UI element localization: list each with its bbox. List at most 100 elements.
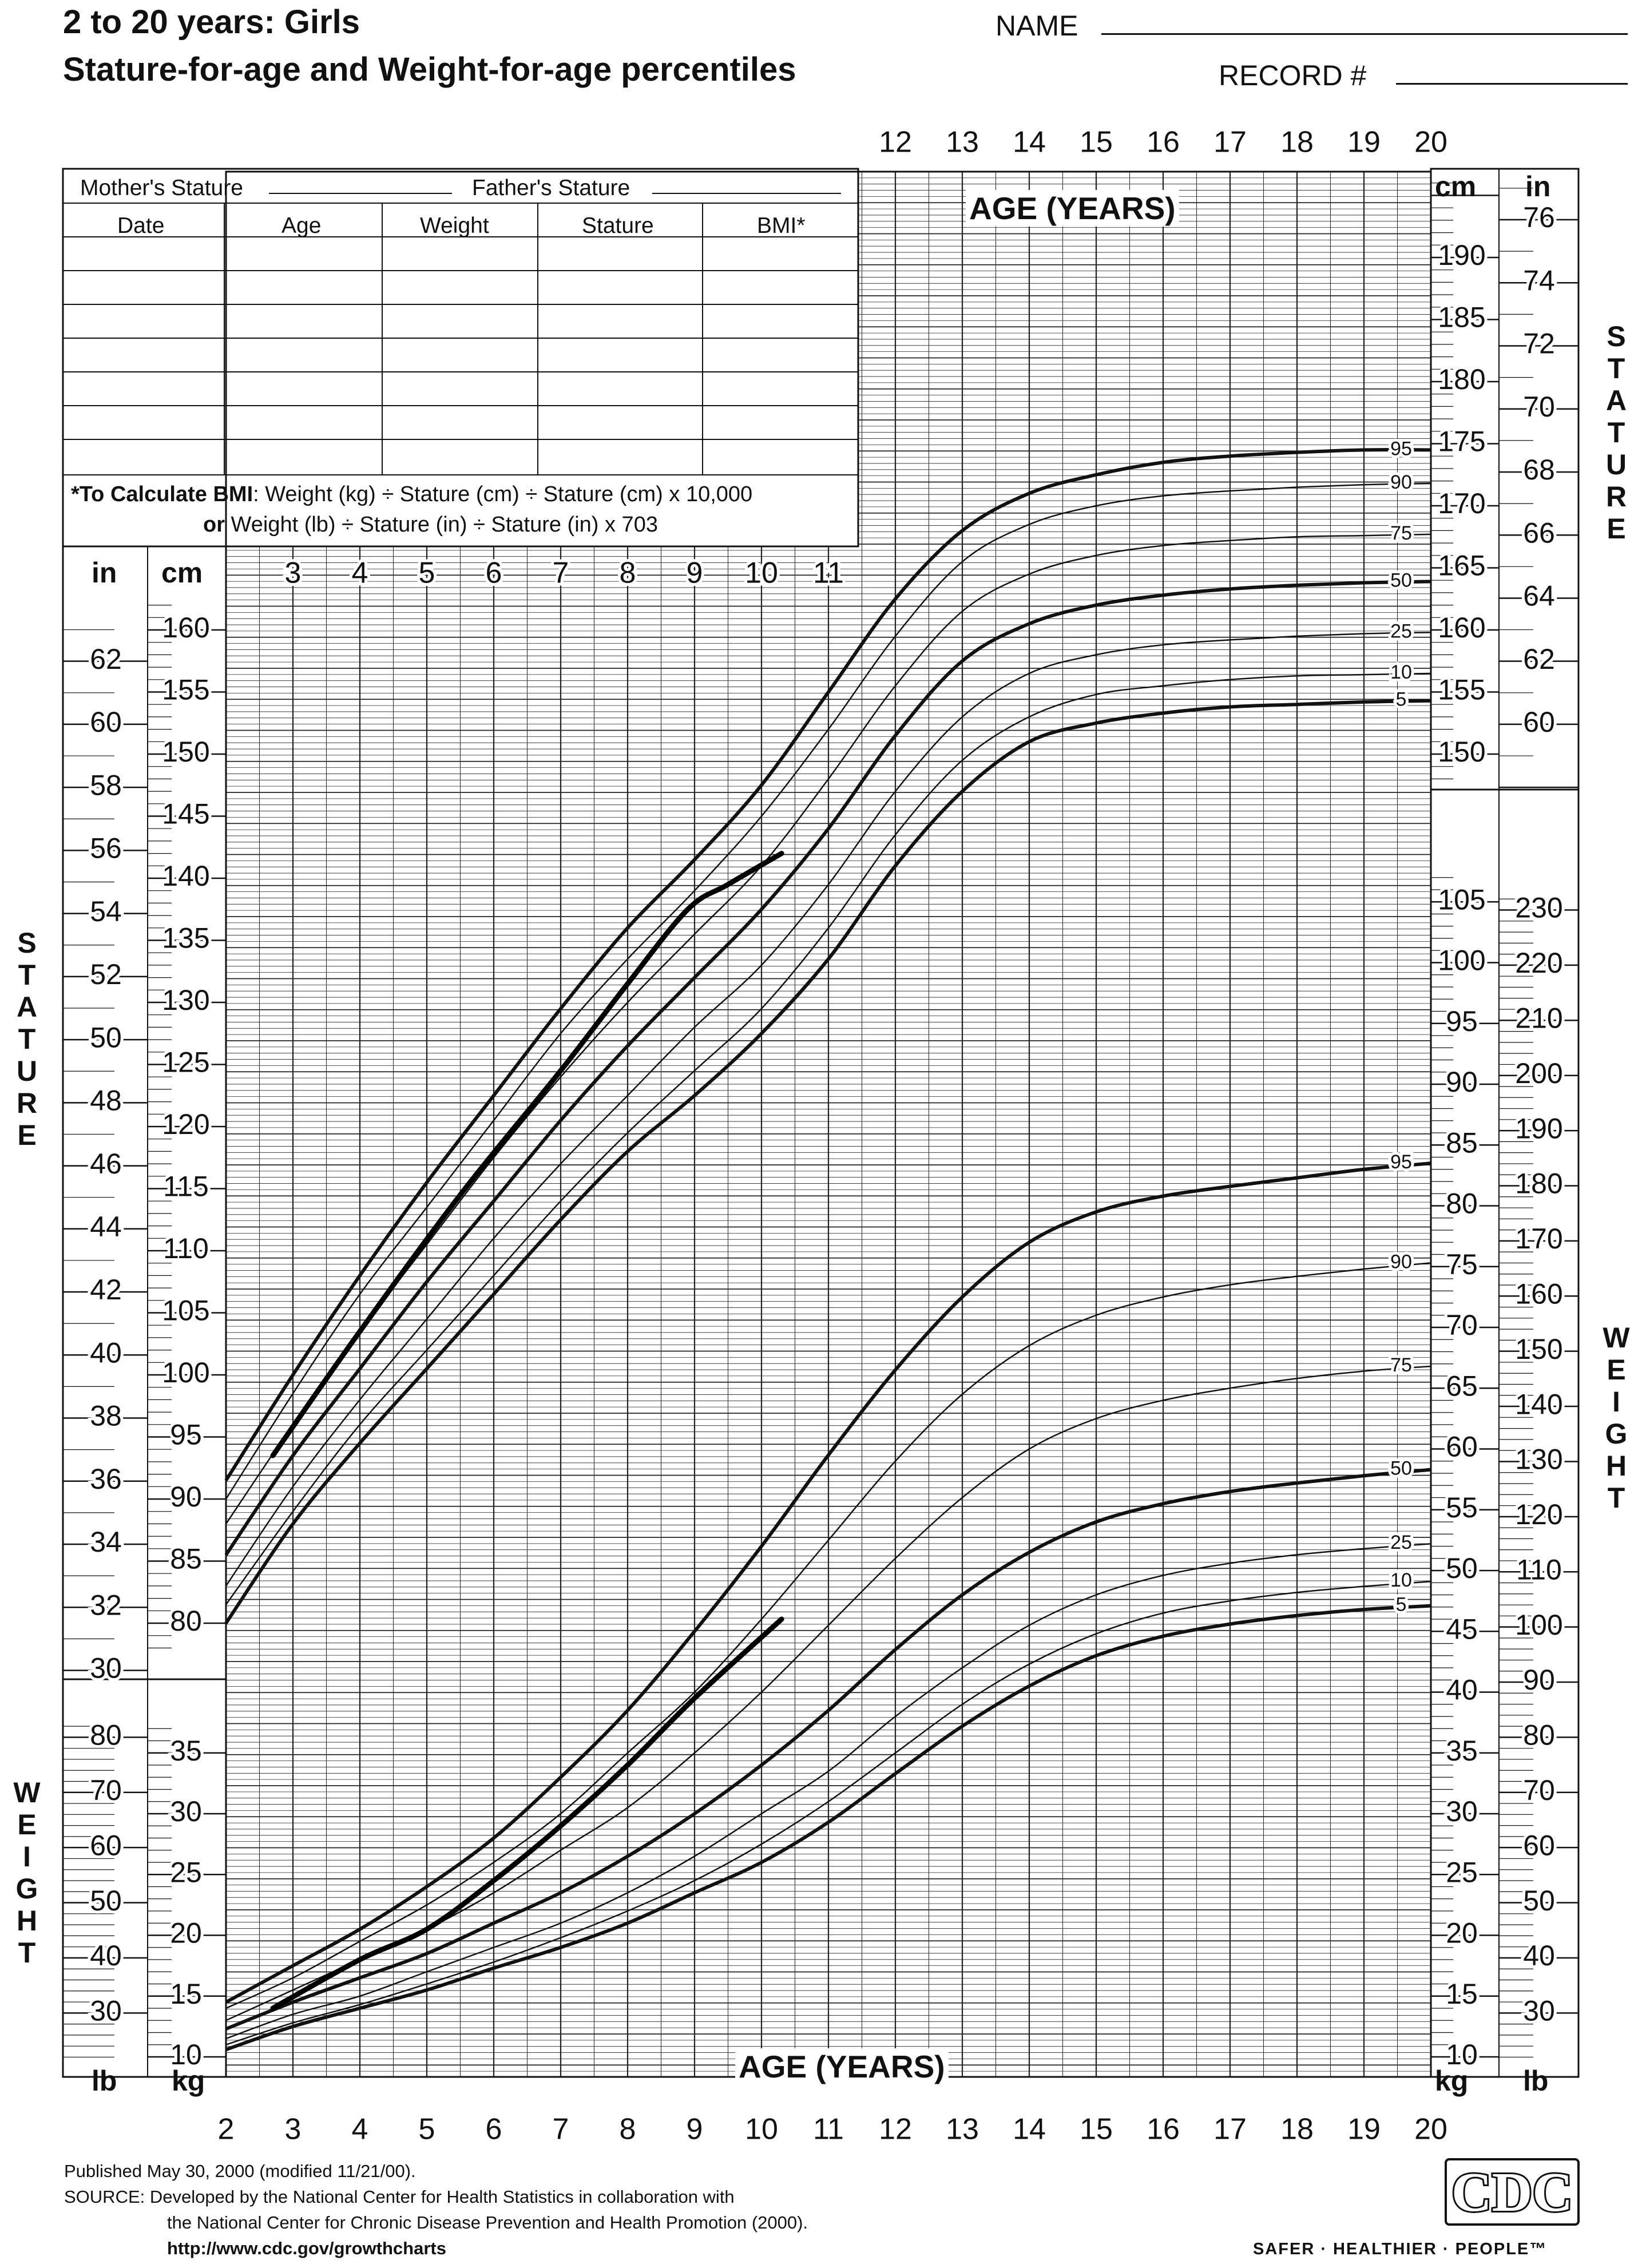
stature-in-tick-label: 34 xyxy=(90,1526,122,1558)
stature-in-tick-label: 66 xyxy=(1523,517,1555,549)
weight-kg-tick-label: 105 xyxy=(1438,883,1485,915)
weight-lb-tick-label: 40 xyxy=(1523,1940,1555,1972)
age-tick-label-bottom: 3 xyxy=(285,2113,302,2146)
percentile-5-label: 5 xyxy=(1396,1594,1407,1616)
stature-cm-tick-label: 150 xyxy=(162,736,209,768)
percentile-curves xyxy=(224,448,1431,2052)
lb-label-right: lb xyxy=(1523,2065,1549,2097)
percentile-50-curve xyxy=(225,1468,1431,2031)
age-tick-label-mid: 7 xyxy=(553,557,569,590)
weight-lb-tick-label: 50 xyxy=(1523,1885,1555,1917)
weight-kg-tick-label: 40 xyxy=(1446,1674,1478,1706)
age-tick-label-top: 19 xyxy=(1347,126,1381,159)
weight-lb-tick-label: 200 xyxy=(1515,1057,1562,1089)
age-tick-label-bottom: 19 xyxy=(1347,2113,1381,2146)
weight-kg-tick-label: 95 xyxy=(1446,1005,1478,1037)
age-tick-label-top: 15 xyxy=(1080,126,1113,159)
weight-lb-tick-label: 130 xyxy=(1515,1444,1562,1476)
stature-cm-tick-label: 85 xyxy=(170,1543,202,1575)
percentile-90-label: 90 xyxy=(1390,1251,1412,1272)
stature-in-tick-label: 38 xyxy=(90,1400,122,1432)
stature-in-tick-label: 62 xyxy=(90,643,122,675)
stature-in-tick-label: 30 xyxy=(90,1652,122,1684)
stature-cm-tick-label: 110 xyxy=(163,1232,209,1264)
bmi-formula-line2: or Weight (lb) ÷ Stature (in) ÷ Stature … xyxy=(203,513,658,537)
weight-lb-tick-label: 150 xyxy=(1515,1333,1562,1365)
age-tick-label-mid: 8 xyxy=(620,557,636,590)
svg-text:CDC: CDC xyxy=(1451,2162,1573,2223)
percentile-5-curve xyxy=(224,699,1431,1624)
weight-lb-tick-label: 100 xyxy=(1515,1609,1562,1641)
weight-lb-tick-label: 80 xyxy=(90,1719,122,1751)
stature-cm-tick-label: 135 xyxy=(162,922,209,954)
weight-lb-tick-label: 170 xyxy=(1515,1223,1562,1255)
age-tick-label-mid: 11 xyxy=(813,557,844,590)
weight-kg-tick-label: 55 xyxy=(1446,1492,1478,1524)
stature-cm-tick-label: 140 xyxy=(162,860,209,892)
stature-in-tick-label: 42 xyxy=(90,1274,122,1306)
percentile-10-label: 10 xyxy=(1390,661,1412,683)
weight-kg-tick-label: 85 xyxy=(1446,1127,1478,1159)
percentile-95-label: 95 xyxy=(1390,1151,1412,1173)
age-tick-label-bottom: 15 xyxy=(1080,2113,1113,2146)
stature-in-tick-label: 60 xyxy=(90,706,122,738)
percentile-50-label: 50 xyxy=(1390,569,1412,591)
percentile-50-label: 50 xyxy=(1390,1458,1412,1480)
weight-kg-tick-label: 50 xyxy=(1446,1552,1478,1584)
age-tick-label-mid: 6 xyxy=(486,557,502,590)
age-tick-label-bottom: 7 xyxy=(553,2113,569,2146)
percentile-90-curve xyxy=(225,482,1431,1500)
stature-in-tick-label: 44 xyxy=(90,1211,122,1243)
chart-title-line1: 2 to 20 years: Girls xyxy=(63,3,360,41)
weight-lb-tick-label: 160 xyxy=(1515,1278,1562,1310)
name-field[interactable] xyxy=(1101,33,1628,35)
percentile-25-label: 25 xyxy=(1390,620,1412,642)
stature-cm-tick-label: 170 xyxy=(1438,487,1485,520)
col-age: Age xyxy=(281,213,322,238)
stature-cm-tick-label: 155 xyxy=(1438,674,1485,706)
age-tick-label-mid: 10 xyxy=(745,557,778,590)
age-tick-label-top: 16 xyxy=(1147,126,1180,159)
age-tick-label-bottom: 4 xyxy=(352,2113,368,2146)
percentile-25-label: 25 xyxy=(1390,1532,1412,1553)
weight-lb-tick-label: 110 xyxy=(1516,1553,1562,1585)
source-url-link[interactable]: http://www.cdc.gov/growthcharts xyxy=(167,2238,446,2258)
weight-kg-tick-label: 15 xyxy=(170,1978,202,2010)
stature-in-tick-label: 54 xyxy=(90,895,122,927)
stature-cm-tick-label: 165 xyxy=(1438,550,1485,582)
weight-lb-tick-label: 40 xyxy=(90,1940,122,1972)
age-tick-label-bottom: 16 xyxy=(1147,2113,1180,2146)
age-tick-label-bottom: 12 xyxy=(879,2113,912,2146)
stature-in-tick-label: 62 xyxy=(1523,643,1555,675)
stature-in-tick-label: 70 xyxy=(1523,391,1555,423)
weight-lb-tick-label: 30 xyxy=(1523,1995,1555,2027)
col-date: Date xyxy=(117,213,165,238)
stature-cm-tick-label: 190 xyxy=(1438,239,1485,271)
age-tick-label-top: 18 xyxy=(1280,126,1314,159)
weight-lb-tick-label: 140 xyxy=(1515,1388,1562,1420)
age-tick-label-bottom: 17 xyxy=(1213,2113,1247,2146)
weight-kg-tick-label: 10 xyxy=(1446,2039,1478,2071)
record-field[interactable] xyxy=(1396,83,1628,85)
tick-labels: 8085909510010511011512012513013514014515… xyxy=(87,123,1566,2149)
weight-lb-tick-label: 210 xyxy=(1515,1002,1562,1034)
record-table-box xyxy=(62,168,859,548)
age-tick-label-bottom: 8 xyxy=(620,2113,636,2146)
stature-cm-tick-label: 115 xyxy=(163,1171,209,1203)
weight-kg-tick-label: 30 xyxy=(1446,1795,1478,1827)
age-tick-label-bottom: 20 xyxy=(1414,2113,1447,2146)
age-tick-label-bottom: 9 xyxy=(687,2113,703,2146)
percentile-10-curve xyxy=(225,1580,1431,2045)
stature-cm-tick-label: 145 xyxy=(162,798,209,830)
age-tick-label-mid: 9 xyxy=(687,557,703,590)
weight-lb-tick-label: 230 xyxy=(1515,892,1562,924)
in-label-right: in xyxy=(1525,171,1551,203)
age-tick-label-top: 20 xyxy=(1414,126,1447,159)
weight-kg-tick-label: 65 xyxy=(1446,1370,1478,1402)
percentile-10-label: 10 xyxy=(1390,1569,1412,1591)
percentile-75-label: 75 xyxy=(1390,1354,1412,1376)
stature-in-tick-label: 36 xyxy=(90,1463,122,1495)
age-tick-label-top: 17 xyxy=(1213,126,1247,159)
